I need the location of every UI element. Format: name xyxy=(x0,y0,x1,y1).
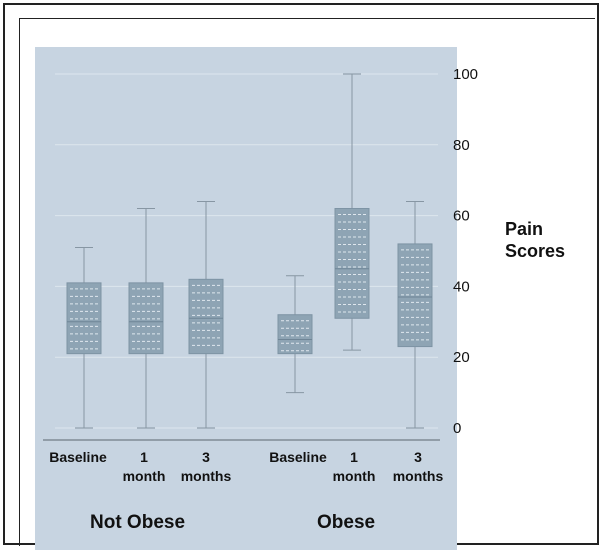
box-0 xyxy=(66,246,102,429)
y-tick-label: 60 xyxy=(453,208,470,225)
box-iqr xyxy=(66,282,102,355)
y-axis-title-line-1: Pain xyxy=(505,219,544,239)
x-tick-label: Baseline xyxy=(49,449,107,465)
y-tick-label: 80 xyxy=(453,137,470,154)
x-tick-label: month xyxy=(123,468,166,484)
box-iqr xyxy=(188,278,224,355)
group-label-obese: Obese xyxy=(317,512,376,533)
box-iqr xyxy=(334,208,370,319)
inner-frame xyxy=(19,18,595,546)
box-2 xyxy=(188,200,224,429)
y-axis-title-line-2: Scores xyxy=(505,241,566,261)
group-label-not-obese: Not Obese xyxy=(90,512,186,533)
y-tick-label: 40 xyxy=(453,278,470,295)
box-3 xyxy=(277,275,313,394)
y-tick-label: 20 xyxy=(453,349,470,366)
box-1 xyxy=(128,208,164,429)
x-tick-label: 1 xyxy=(350,449,358,465)
x-tick-label: months xyxy=(181,468,232,484)
box-4 xyxy=(334,73,370,351)
x-tick-label: months xyxy=(393,468,444,484)
x-tick-label: 1 xyxy=(140,449,148,465)
y-axis-title: Pain Scores xyxy=(505,218,565,262)
y-tick-label: 0 xyxy=(453,420,461,437)
y-tick-label: 100 xyxy=(453,66,478,83)
box-iqr xyxy=(128,282,164,355)
x-tick-label: month xyxy=(333,468,376,484)
x-tick-label: 3 xyxy=(414,449,422,465)
x-tick-label: 3 xyxy=(202,449,210,465)
plot-background xyxy=(35,47,457,550)
x-tick-label: Baseline xyxy=(269,449,327,465)
box-5 xyxy=(397,200,433,429)
